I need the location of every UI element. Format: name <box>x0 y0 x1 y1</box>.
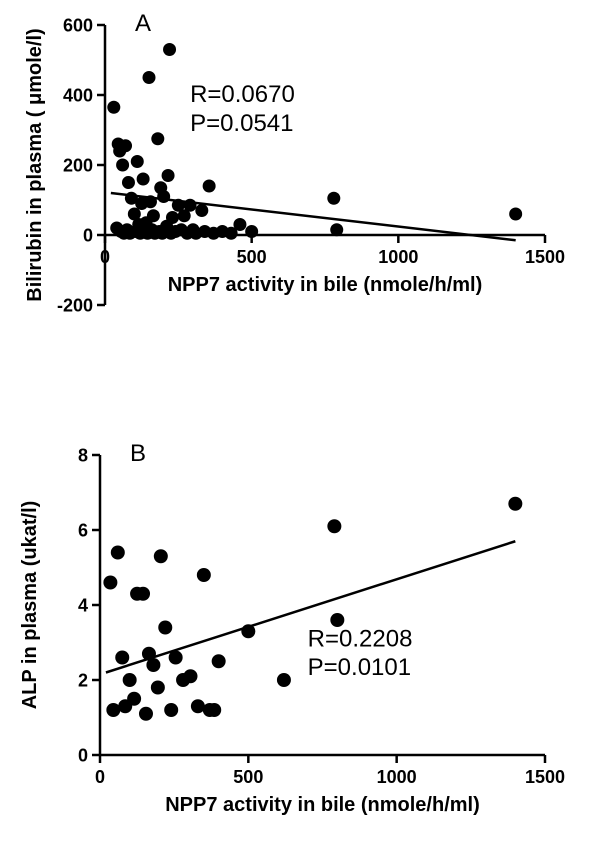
x-tick-label: 1500 <box>525 767 565 787</box>
data-point <box>154 549 168 563</box>
data-point <box>123 673 137 687</box>
data-point <box>158 621 172 635</box>
panel-letter: B <box>130 440 146 467</box>
data-point <box>111 546 125 560</box>
y-tick-label: 0 <box>78 745 88 765</box>
y-tick-label: 4 <box>78 595 88 615</box>
data-point <box>106 703 120 717</box>
data-point <box>241 624 255 638</box>
y-tick-label: 2 <box>78 670 88 690</box>
x-tick-label: 0 <box>95 767 105 787</box>
data-point <box>127 692 141 706</box>
data-point <box>191 699 205 713</box>
y-axis-label: ALP in plasma (ukat/l) <box>19 501 41 710</box>
data-point <box>183 669 197 683</box>
x-axis-label: NPP7 activity in bile (nmole/h/ml) <box>165 794 480 816</box>
x-tick-label: 1000 <box>377 767 417 787</box>
figure-container: 050010001500-2000200400600NPP7 activity … <box>0 0 600 845</box>
data-point <box>139 707 153 721</box>
x-tick-label: 500 <box>233 767 263 787</box>
data-point <box>207 703 221 717</box>
data-point <box>151 681 165 695</box>
panel-b-svg: 0 500 1000 1500 0 2 4 6 8 NPP7 activity in bile (… <box>0 0 600 845</box>
stats-p: P=0.0101 <box>308 654 411 681</box>
stats-r: R=0.2208 <box>308 625 413 652</box>
data-point <box>212 654 226 668</box>
data-point <box>115 651 129 665</box>
y-tick-label: 8 <box>78 445 88 465</box>
data-point <box>508 497 522 511</box>
data-point <box>146 658 160 672</box>
data-point <box>197 568 211 582</box>
data-point <box>169 651 183 665</box>
data-point <box>164 703 178 717</box>
data-point <box>103 576 117 590</box>
data-point <box>327 519 341 533</box>
data-point <box>277 673 291 687</box>
panel-b: 0 500 1000 1500 0 2 4 6 8 NPP7 activity in bile (… <box>0 0 600 845</box>
y-tick-label: 6 <box>78 520 88 540</box>
data-point <box>136 587 150 601</box>
regression-line <box>106 541 515 672</box>
